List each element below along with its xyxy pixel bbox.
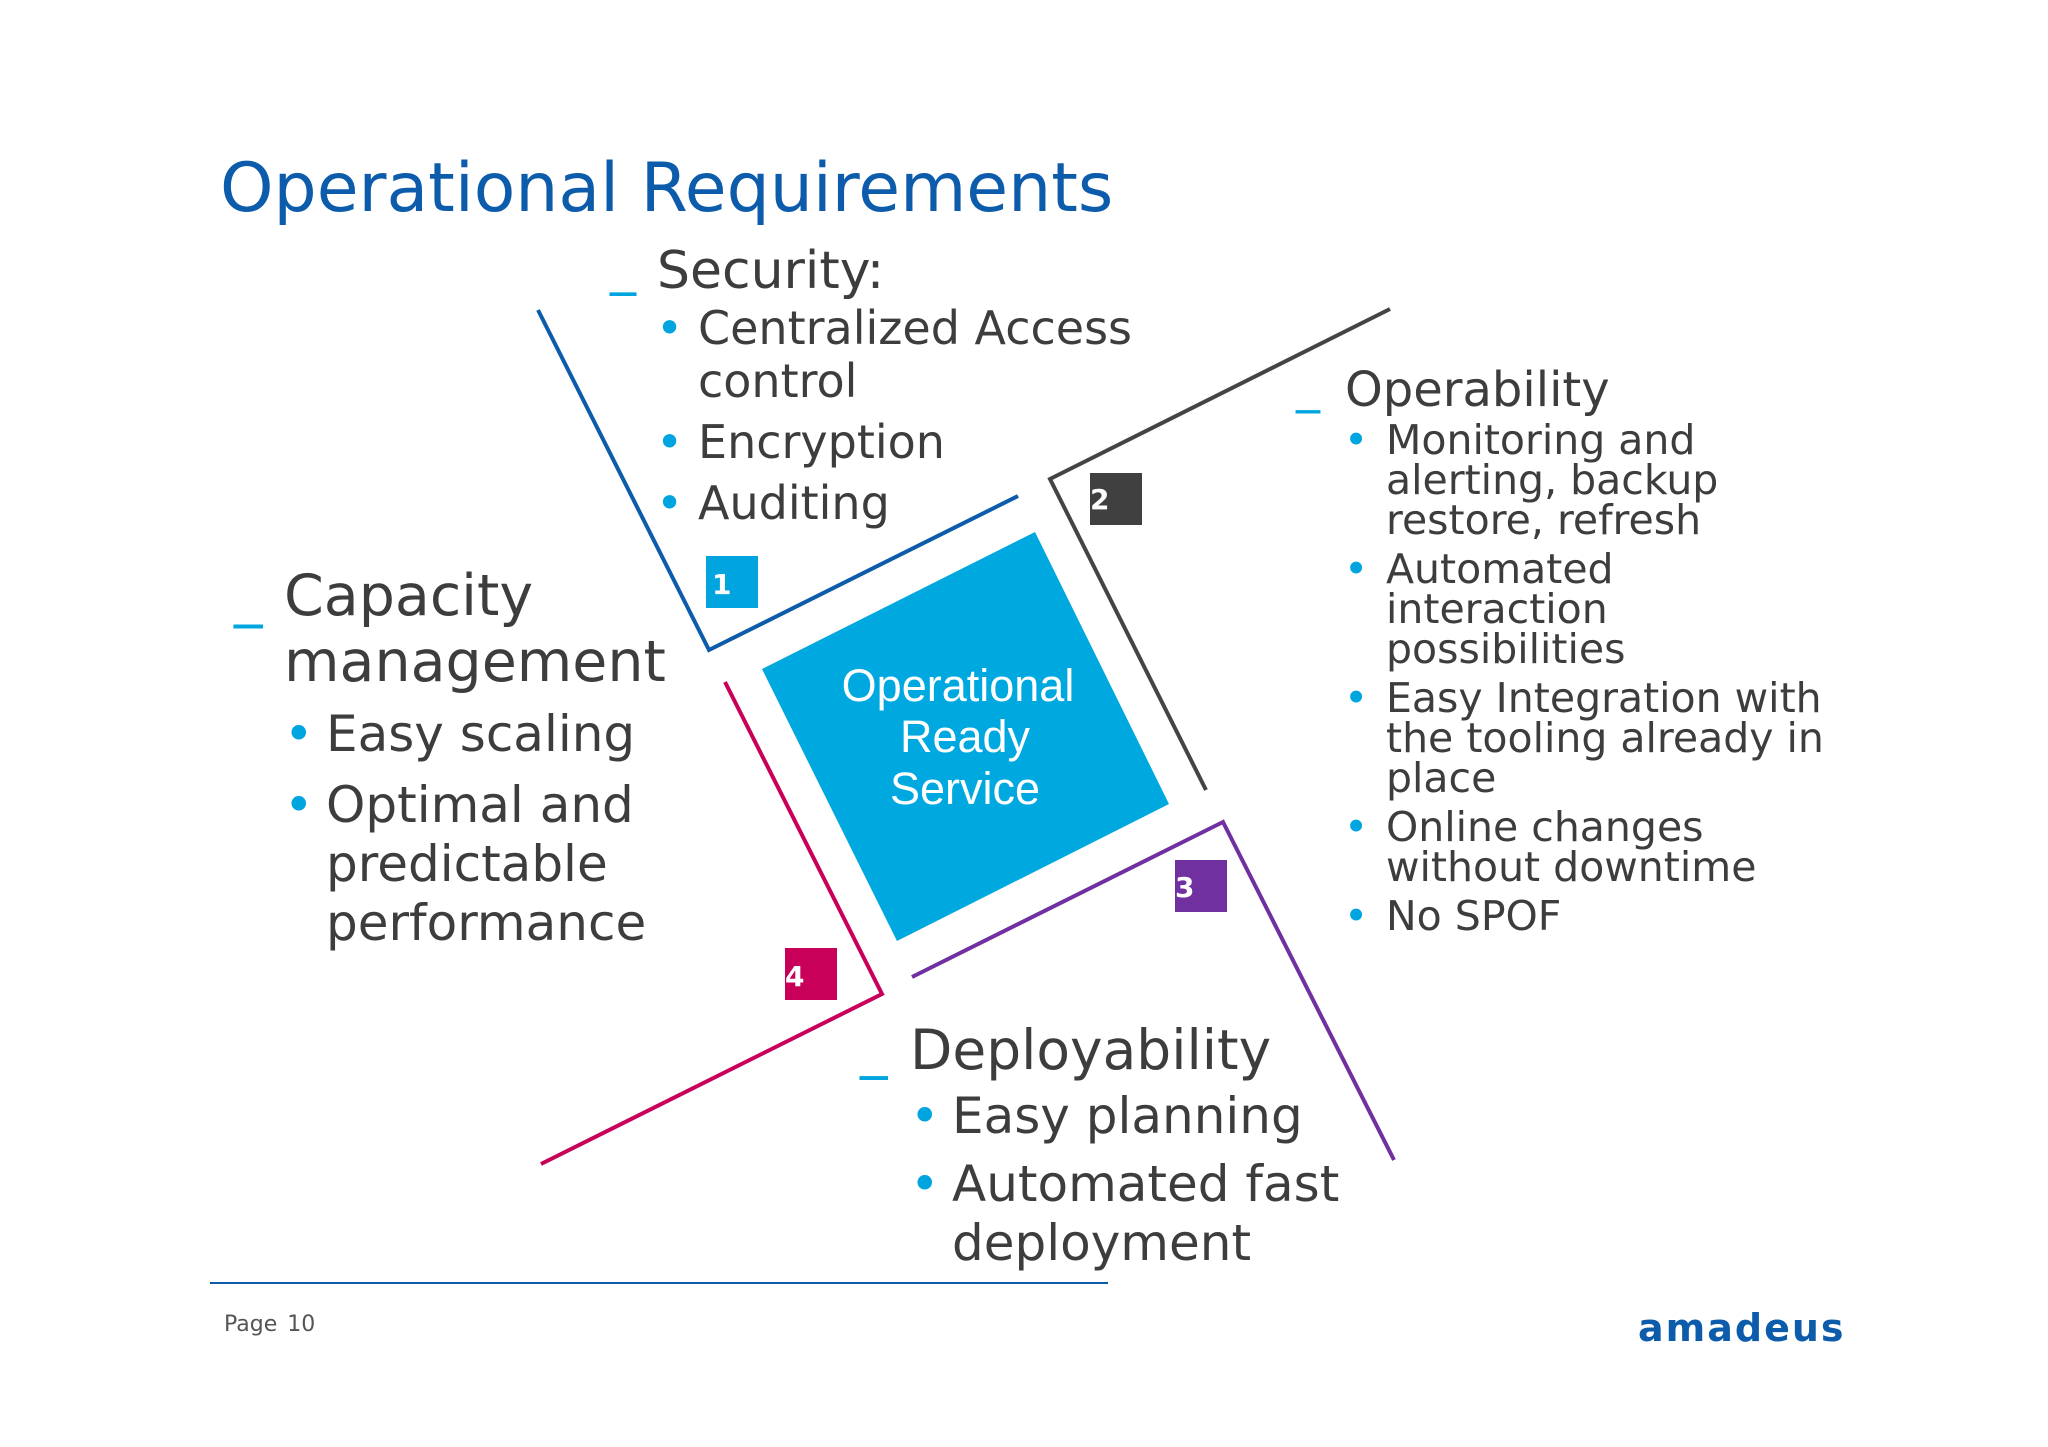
deployability-list: • Easy planning • Automated fast deploymen… xyxy=(910,1087,1372,1273)
center-line-2: Ready xyxy=(900,711,1031,762)
security-item-text: Encryption xyxy=(698,415,945,469)
marker-3-box xyxy=(1175,860,1227,912)
bullet-icon: • xyxy=(910,1155,940,1213)
marker-4-box xyxy=(785,948,837,1000)
list-item: • Automated interaction possibilities xyxy=(1344,549,1846,670)
heading-dash: _ xyxy=(1296,358,1320,414)
bullet-icon: • xyxy=(284,705,314,763)
deployability-heading-text: Deployability xyxy=(910,1018,1272,1082)
bullet-icon: • xyxy=(1344,545,1369,593)
deployability-section: _ Deployability • Easy planning • Automate… xyxy=(860,1015,1372,1282)
capacity-heading-text: Capacity management xyxy=(284,563,666,695)
bullet-icon: • xyxy=(1344,803,1369,851)
operability-heading: _ Operability xyxy=(1296,358,1846,420)
operability-heading-text: Operability xyxy=(1345,362,1610,418)
center-line-3: Service xyxy=(890,763,1040,814)
capacity-list: • Easy scaling • Optimal and predictable p… xyxy=(284,705,686,953)
capacity-item-text: Easy scaling xyxy=(326,705,636,763)
security-section: _ Security: • Centralized Access control … xyxy=(610,237,1258,538)
marker-2-box xyxy=(1090,473,1142,525)
page-number: 10 xyxy=(287,1312,316,1337)
security-heading-text: Security: xyxy=(657,241,885,301)
list-item: • Encryption xyxy=(656,415,1258,469)
marker-1-label: 1 xyxy=(712,568,731,601)
bullet-icon: • xyxy=(1344,674,1369,722)
bullet-icon: • xyxy=(284,776,314,834)
bracket-capacity xyxy=(540,681,885,1166)
heading-dash: _ xyxy=(234,563,263,629)
deployability-item-text: Easy planning xyxy=(952,1087,1303,1145)
list-item: • Easy planning xyxy=(910,1087,1372,1146)
security-list: • Centralized Access control • Encryption … xyxy=(656,301,1258,530)
bullet-icon: • xyxy=(656,476,684,530)
bullet-icon: • xyxy=(656,301,684,355)
deployability-heading: _ Deployability xyxy=(860,1015,1372,1085)
bullet-icon: • xyxy=(656,415,684,469)
bullet-icon: • xyxy=(1344,892,1369,940)
bullet-icon: • xyxy=(1344,416,1369,464)
marker-4-label: 4 xyxy=(785,960,804,993)
slide-title: Operational Requirements xyxy=(220,149,1114,228)
operability-item-text: Monitoring and alerting, backup restore,… xyxy=(1386,416,1719,544)
deployability-item-text: Automated fast deployment xyxy=(952,1155,1340,1272)
security-heading: _ Security: xyxy=(610,237,1258,302)
list-item: • Automated fast deployment xyxy=(910,1155,1372,1273)
footer-divider xyxy=(210,1282,1108,1284)
list-item: • Online changes without downtime xyxy=(1344,807,1846,888)
list-item: • Optimal and predictable performance xyxy=(284,776,686,953)
marker-1-box xyxy=(706,556,758,608)
bracket-security xyxy=(536,309,1019,653)
list-item: • Easy Integration with the tooling alrea… xyxy=(1344,678,1846,799)
marker-2-label: 2 xyxy=(1090,483,1109,516)
marker-3-label: 3 xyxy=(1175,871,1194,904)
list-item: • Auditing xyxy=(656,476,1258,530)
page-label: Page xyxy=(224,1312,278,1337)
security-item-text: Auditing xyxy=(698,476,890,530)
list-item: • Monitoring and alerting, backup restore… xyxy=(1344,420,1846,541)
center-line-1: Operational xyxy=(842,660,1075,711)
center-square xyxy=(762,532,1169,941)
bullet-icon: • xyxy=(910,1087,940,1145)
operability-item-text: Easy Integration with the tooling alread… xyxy=(1386,674,1824,802)
operability-item-text: No SPOF xyxy=(1386,892,1562,940)
heading-dash: _ xyxy=(610,237,636,297)
operability-section: _ Operability • Monitoring and alerting, … xyxy=(1296,358,1846,945)
page-indicator: Page 10 xyxy=(224,1312,325,1337)
bracket-deployability xyxy=(911,819,1396,1161)
operability-item-text: Automated interaction possibilities xyxy=(1386,545,1626,673)
list-item: • Easy scaling xyxy=(284,705,686,764)
bracket-operability xyxy=(1047,307,1391,791)
capacity-heading: _ Capacity management xyxy=(234,563,724,695)
operability-item-text: Online changes without downtime xyxy=(1386,803,1757,891)
capacity-item-text: Optimal and predictable performance xyxy=(326,776,647,952)
amadeus-logo: amadeus xyxy=(1638,1306,1846,1350)
capacity-section: _ Capacity management • Easy scaling • Opt… xyxy=(234,563,724,965)
operability-list: • Monitoring and alerting, backup restore… xyxy=(1344,420,1846,937)
heading-dash: _ xyxy=(860,1016,888,1080)
list-item: • No SPOF xyxy=(1344,896,1846,937)
security-item-text: Centralized Access control xyxy=(698,301,1133,408)
list-item: • Centralized Access control xyxy=(656,301,1258,408)
